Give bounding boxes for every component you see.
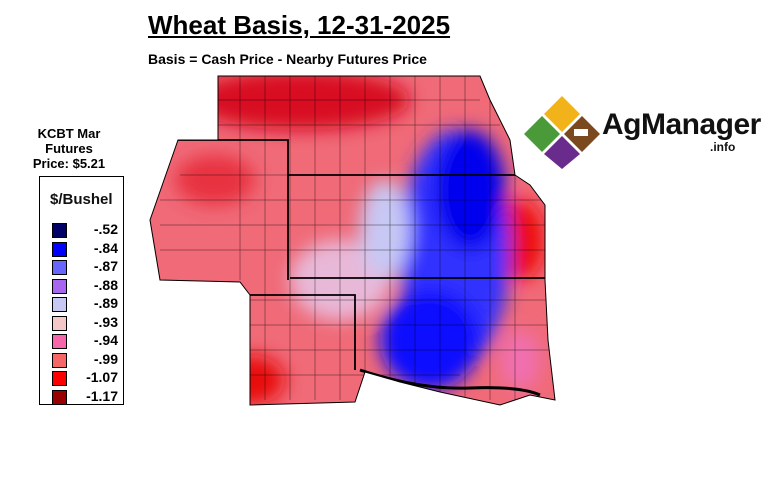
page-title: Wheat Basis, 12-31-2025 [148, 10, 451, 40]
logo-suffix: .info [710, 140, 736, 154]
legend-swatch [52, 389, 67, 405]
legend-label: -.99 [93, 350, 118, 367]
legend-swatch [52, 371, 67, 386]
legend-item: -.84 [52, 240, 122, 258]
legend-label: -.93 [93, 313, 118, 330]
futures-line-2: Futures [45, 141, 93, 156]
futures-line-3: Price: $5.21 [32, 156, 106, 171]
legend-item: -1.07 [52, 369, 122, 387]
logo-text: AgManager [602, 108, 761, 141]
legend-label: -.89 [93, 295, 118, 311]
legend-swatch [52, 334, 67, 349]
legend-label: -1.07 [86, 369, 118, 385]
subtitle: Basis = Cash Price - Nearby Futures Pric… [148, 51, 427, 67]
legend-swatch [52, 278, 67, 294]
legend-swatch [52, 260, 67, 275]
futures-price-label: KCBT Mar Futures Price: $5.21 [24, 126, 114, 171]
legend-swatch [52, 352, 67, 368]
legend-item: -.52 [52, 221, 122, 239]
logo-diamond-icon [524, 96, 600, 169]
legend-label: -.88 [93, 276, 118, 293]
legend-label: -.84 [93, 239, 118, 256]
legend: $/Bushel -.52 -.84 -.87 -.88 -.89 -.93 -.94 -.9… [39, 176, 124, 405]
legend-item: -.94 [52, 332, 122, 350]
legend-swatch [52, 223, 67, 238]
legend-item: -.93 [52, 314, 122, 332]
legend-label: -.52 [93, 221, 118, 237]
legend-swatch [52, 297, 67, 312]
agmanager-logo: AgManager .info [522, 94, 761, 169]
basis-surface [150, 76, 555, 405]
legend-item: -1.17 [52, 388, 122, 406]
legend-label: -1.17 [86, 387, 118, 404]
legend-title: $/Bushel [50, 191, 113, 208]
futures-line-1: KCBT Mar [37, 126, 101, 141]
legend-swatch [52, 241, 67, 257]
legend-item: -.99 [52, 351, 122, 369]
legend-item: -.87 [52, 258, 122, 276]
legend-item: -.89 [52, 295, 122, 313]
legend-label: -.94 [93, 332, 118, 348]
legend-item: -.88 [52, 277, 122, 295]
map-outline [149, 75, 556, 406]
legend-swatch [52, 315, 67, 331]
legend-label: -.87 [93, 258, 118, 274]
